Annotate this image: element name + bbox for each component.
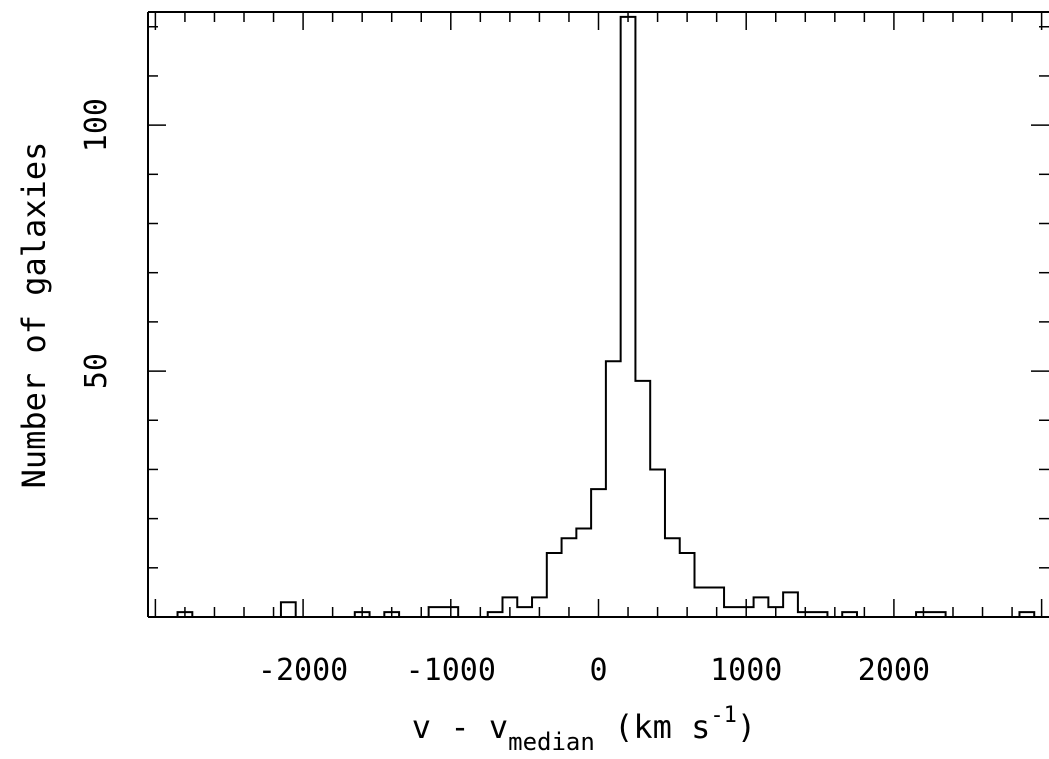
x-tick-labels: -2000 -1000 0 1000 2000 <box>258 653 930 688</box>
x-tick-label: -2000 <box>258 653 348 688</box>
x-tick-label: -1000 <box>406 653 496 688</box>
x-axis-label-superscript: -1 <box>710 703 737 728</box>
y-tick-label: 100 <box>79 98 114 152</box>
y-tick-labels: 50 100 <box>79 98 114 389</box>
x-axis-label-close: ) <box>737 708 756 746</box>
plot-axes <box>147 11 1049 618</box>
x-axis-label-subscript: median <box>508 728 595 756</box>
y-axis-label: Number of galaxies <box>15 142 53 489</box>
y-tick-label: 50 <box>79 353 114 389</box>
x-tick-label: 0 <box>589 653 607 688</box>
x-tick-label: 2000 <box>858 653 930 688</box>
x-axis-label-main: v - v <box>412 708 508 746</box>
x-tick-label: 1000 <box>710 653 782 688</box>
x-axis-label-units: (km s <box>595 708 711 746</box>
histogram-series <box>148 15 1049 618</box>
x-axis-label: v - vmedian (km s-1) <box>412 703 756 756</box>
